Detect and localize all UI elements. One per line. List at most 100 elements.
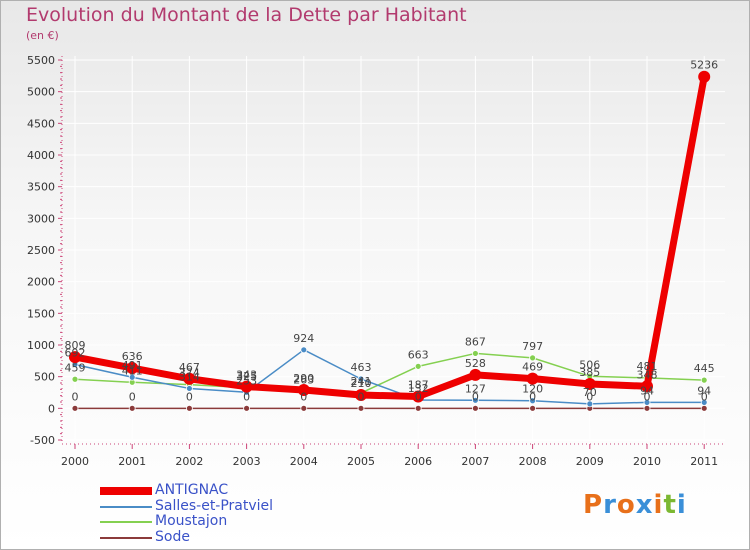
data-point bbox=[529, 397, 536, 405]
x-tick-label: 2009 bbox=[576, 455, 604, 468]
data-point bbox=[71, 404, 79, 412]
data-point bbox=[529, 354, 536, 362]
legend-swatch bbox=[100, 536, 152, 539]
data-point bbox=[357, 375, 365, 383]
data-label: 343 bbox=[236, 369, 257, 382]
data-point bbox=[240, 380, 253, 393]
data-point bbox=[641, 380, 653, 393]
y-tick-label: 5000 bbox=[27, 86, 55, 99]
legend-swatch bbox=[100, 505, 152, 508]
data-label: 467 bbox=[179, 361, 200, 374]
data-point bbox=[700, 404, 708, 412]
data-label: 867 bbox=[465, 335, 486, 348]
data-label: 797 bbox=[522, 340, 543, 353]
legend-label: Moustajon bbox=[155, 513, 228, 529]
data-point bbox=[128, 373, 136, 381]
y-tick-label: 4000 bbox=[27, 149, 55, 162]
legend-label: Sode bbox=[155, 528, 190, 545]
data-point bbox=[71, 375, 79, 383]
x-tick-label: 2004 bbox=[290, 455, 318, 468]
data-label: 0 bbox=[72, 390, 79, 403]
legend-swatch bbox=[100, 521, 152, 523]
data-label: 0 bbox=[129, 390, 136, 403]
logo-letter: x bbox=[635, 490, 654, 520]
data-label: 459 bbox=[65, 361, 86, 374]
data-label: 692 bbox=[65, 347, 86, 360]
x-tick-label: 2002 bbox=[175, 455, 203, 468]
data-label: 809 bbox=[65, 339, 86, 352]
data-label: 0 bbox=[529, 390, 536, 403]
proxiti-logo: Proxiti bbox=[583, 490, 687, 520]
x-tick-label: 2010 bbox=[633, 455, 661, 468]
chart-title: Evolution du Montant de la Dette par Hab… bbox=[26, 4, 467, 26]
data-label: 924 bbox=[293, 332, 314, 345]
logo-letter: r bbox=[603, 490, 617, 520]
data-label: 132 bbox=[408, 382, 429, 395]
chart-subtitle: (en €) bbox=[26, 29, 59, 42]
data-label: 127 bbox=[465, 382, 486, 395]
data-label: 506 bbox=[579, 358, 600, 371]
x-tick-label: 2001 bbox=[118, 455, 146, 468]
data-point bbox=[185, 385, 193, 392]
series-line-antignac bbox=[74, 76, 708, 400]
data-point bbox=[698, 70, 711, 83]
data-label: 0 bbox=[472, 390, 479, 403]
data-label: 491 bbox=[122, 359, 143, 372]
data-label: 210 bbox=[351, 377, 372, 390]
data-point bbox=[583, 377, 596, 390]
x-tick-label: 2005 bbox=[347, 455, 375, 468]
y-tick-label: 0 bbox=[48, 402, 55, 415]
logo-letter: i bbox=[676, 490, 687, 520]
data-point bbox=[700, 398, 708, 406]
y-tick-label: 3000 bbox=[27, 212, 55, 225]
x-tick-label: 2011 bbox=[690, 455, 718, 468]
legend-label: Salles-et-Pratviel bbox=[155, 497, 274, 514]
data-label: 481 bbox=[637, 360, 658, 373]
data-label: 0 bbox=[358, 390, 365, 403]
y-tick-label: -500 bbox=[30, 434, 55, 447]
data-point bbox=[414, 404, 422, 412]
data-point bbox=[643, 398, 651, 406]
data-point bbox=[183, 372, 196, 385]
logo-letter: i bbox=[653, 490, 664, 520]
data-point bbox=[69, 351, 81, 364]
data-point bbox=[412, 390, 425, 403]
data-label: 636 bbox=[122, 350, 143, 363]
x-tick-label: 2003 bbox=[233, 455, 261, 468]
data-label: 0 bbox=[701, 390, 708, 403]
data-point bbox=[357, 404, 365, 412]
data-label: 241 bbox=[351, 375, 372, 388]
data-point bbox=[700, 376, 708, 384]
legend-swatch bbox=[100, 487, 152, 495]
y-tick-label: 3500 bbox=[27, 181, 55, 194]
data-point bbox=[526, 372, 539, 385]
data-point bbox=[414, 362, 422, 370]
data-label: 411 bbox=[122, 364, 143, 377]
data-label: 0 bbox=[415, 390, 422, 403]
data-point bbox=[529, 404, 536, 412]
y-tick-label: 2500 bbox=[27, 244, 55, 257]
data-label: 469 bbox=[522, 361, 543, 374]
data-label: 94 bbox=[640, 384, 654, 397]
data-label: 120 bbox=[522, 383, 543, 396]
x-tick-label: 2000 bbox=[61, 455, 89, 468]
data-point bbox=[300, 346, 308, 354]
data-point bbox=[643, 404, 651, 412]
series-line-moustajon bbox=[74, 352, 705, 394]
data-label: 463 bbox=[351, 361, 372, 374]
data-point bbox=[471, 404, 479, 412]
y-tick-label: 2000 bbox=[27, 276, 55, 289]
data-label: 187 bbox=[408, 378, 429, 391]
data-label: 253 bbox=[236, 374, 257, 387]
data-label: 70 bbox=[583, 386, 597, 399]
x-tick-label: 2007 bbox=[461, 455, 489, 468]
x-tick-label: 2006 bbox=[404, 455, 432, 468]
data-label: 348 bbox=[637, 368, 658, 381]
data-point bbox=[185, 404, 193, 412]
data-label: 663 bbox=[408, 348, 429, 361]
data-point bbox=[243, 404, 251, 412]
data-label: 5236 bbox=[690, 59, 718, 72]
data-label: 385 bbox=[579, 366, 600, 379]
data-point bbox=[471, 396, 479, 404]
